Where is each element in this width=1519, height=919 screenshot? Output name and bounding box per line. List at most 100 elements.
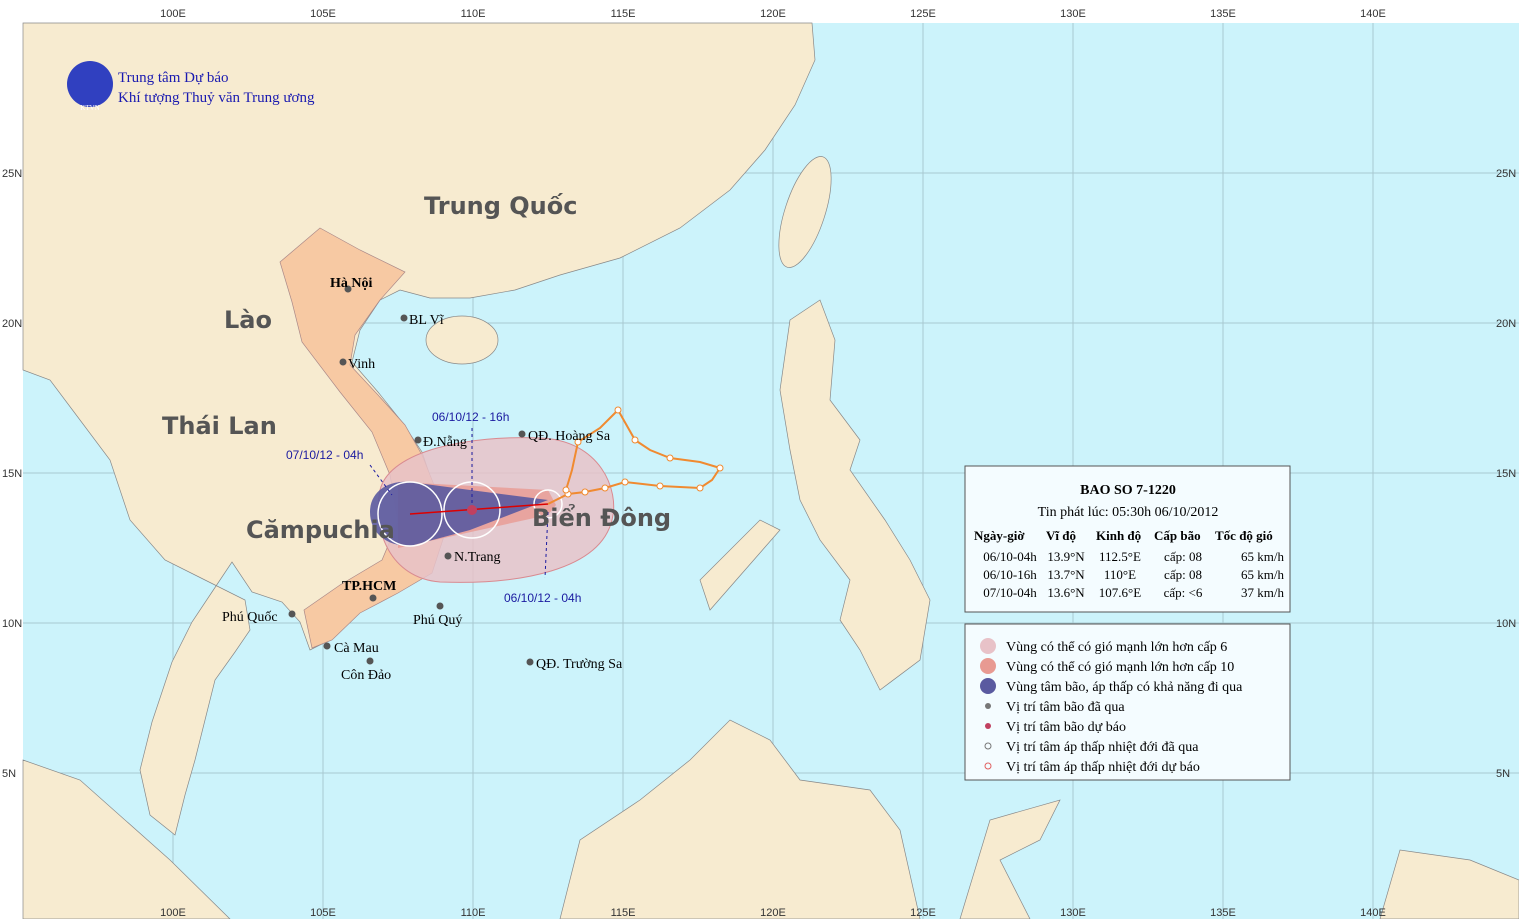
table-cell: 107.6°E bbox=[1099, 585, 1141, 600]
past-point bbox=[574, 438, 582, 446]
region-label: Lào bbox=[224, 306, 272, 334]
place-label: Cà Mau bbox=[334, 641, 379, 656]
past-point bbox=[631, 436, 639, 444]
legend-symbol bbox=[985, 723, 991, 729]
track-label: 06/10/12 - 04h bbox=[504, 591, 581, 605]
place-dot bbox=[344, 285, 352, 293]
lon-label: 105E bbox=[310, 8, 336, 20]
place-label: Phú Quý bbox=[413, 613, 462, 628]
lon-label: 130E bbox=[1060, 8, 1086, 20]
legend-box bbox=[964, 623, 1291, 781]
lat-label: 10N bbox=[2, 618, 22, 630]
table-cell: cấp: <6 bbox=[1164, 585, 1203, 600]
place-dot bbox=[400, 314, 408, 322]
table-header: Tốc độ gió bbox=[1215, 528, 1273, 543]
lon-label: 135E bbox=[1210, 8, 1236, 20]
info-title: BAO SO 7-1220 bbox=[1080, 483, 1176, 498]
place-dot bbox=[444, 552, 452, 560]
place-label: QĐ. Hoàng Sa bbox=[528, 429, 611, 444]
lon-label: 120E bbox=[760, 907, 786, 919]
table-cell: 06/10-04h bbox=[983, 549, 1037, 564]
lon-label: 100E bbox=[160, 8, 186, 20]
lat-label: 10N bbox=[1496, 618, 1516, 630]
table-header: Kinh độ bbox=[1096, 528, 1141, 543]
past-point bbox=[621, 478, 629, 486]
hainan bbox=[425, 315, 499, 365]
legend-label: Vị trí tâm bão đã qua bbox=[1006, 700, 1125, 715]
lon-label: 115E bbox=[611, 907, 636, 919]
logo-text: KTVN bbox=[80, 104, 99, 112]
legend-label: Vùng tâm bão, áp thấp có khả năng đi qua bbox=[1006, 680, 1243, 695]
places: Hà Nội BL Vĩ Vinh Đ.Nẵng QĐ. Hoàng Sa N.Trang… bbox=[222, 276, 623, 683]
lon-label: 105E bbox=[310, 907, 336, 919]
table-cell: 37 km/h bbox=[1241, 585, 1284, 600]
legend: Vùng có thể có gió mạnh lớn hơn cấp 6 Vùn… bbox=[980, 638, 1243, 775]
land-philippines bbox=[699, 299, 931, 691]
region-label: Trung Quốc bbox=[424, 192, 577, 220]
legend-symbol bbox=[984, 742, 992, 750]
table-header: Cấp bão bbox=[1154, 528, 1201, 543]
radius-circle bbox=[377, 481, 443, 547]
table-cell: cấp: 08 bbox=[1164, 567, 1202, 582]
past-point bbox=[614, 406, 622, 414]
lat-label: 5N bbox=[2, 768, 16, 780]
place-label: QĐ. Trường Sa bbox=[536, 657, 623, 672]
label-leader bbox=[369, 464, 393, 496]
table-cell: 65 km/h bbox=[1241, 549, 1284, 564]
lat-label: 15N bbox=[1496, 468, 1516, 480]
land-sumatra bbox=[22, 759, 231, 919]
table-cell: 110°E bbox=[1104, 567, 1136, 582]
lon-label: 100E bbox=[160, 907, 186, 919]
place-label: BL Vĩ bbox=[409, 313, 445, 328]
table-cell: 13.6°N bbox=[1047, 585, 1085, 600]
track-label: 07/10/12 - 04h bbox=[286, 448, 363, 462]
lon-label: 135E bbox=[1210, 907, 1236, 919]
table-cell: 65 km/h bbox=[1241, 567, 1284, 582]
info-table: Ngày-giờ Vĩ độ Kinh độ Cấp bão Tốc độ gió 06/… bbox=[974, 528, 1284, 600]
place-label: TP.HCM bbox=[342, 579, 396, 594]
logo bbox=[67, 61, 113, 107]
past-point bbox=[601, 484, 609, 492]
place-dot bbox=[323, 642, 331, 650]
lat-label: 25N bbox=[2, 168, 22, 180]
place-dot bbox=[518, 430, 526, 438]
past-point bbox=[666, 454, 674, 462]
lat-label: 20N bbox=[1496, 318, 1516, 330]
table-cell: 13.9°N bbox=[1047, 549, 1085, 564]
label-leader bbox=[544, 511, 549, 579]
legend-symbol bbox=[980, 678, 996, 694]
land-newguinea bbox=[1379, 849, 1519, 919]
info-box bbox=[964, 465, 1291, 613]
table-header: Vĩ độ bbox=[1046, 528, 1076, 543]
lon-label: 140E bbox=[1360, 8, 1386, 20]
region-label: Cămpuchia bbox=[246, 516, 395, 544]
table-cell: 07/10-04h bbox=[983, 585, 1037, 600]
table-cell: 13.7°N bbox=[1047, 567, 1085, 582]
place-label: Hà Nội bbox=[330, 276, 373, 291]
org-name: Trung tâm Dự báo bbox=[118, 70, 229, 86]
legend-label: Vùng có thể có gió mạnh lớn hơn cấp 6 bbox=[1006, 640, 1227, 655]
past-point bbox=[696, 484, 704, 492]
legend-label: Vị trí tâm áp thấp nhiệt đới dự báo bbox=[1006, 760, 1200, 775]
past-point bbox=[716, 464, 724, 472]
place-label: Đ.Nẵng bbox=[423, 435, 467, 450]
region-label: Biển Đông bbox=[532, 502, 671, 532]
place-dot bbox=[366, 657, 374, 665]
land-borneo bbox=[559, 719, 921, 919]
land-mainland bbox=[22, 22, 816, 836]
table-header: Ngày-giờ bbox=[974, 528, 1025, 543]
past-points bbox=[562, 406, 724, 498]
table-cell: 06/10-16h bbox=[983, 567, 1037, 582]
lat-label: 15N bbox=[2, 468, 22, 480]
legend-symbol bbox=[985, 703, 991, 709]
legend-label: Vị trí tâm áp thấp nhiệt đới đã qua bbox=[1006, 740, 1199, 755]
lon-label: 110E bbox=[461, 907, 486, 919]
place-dot bbox=[369, 594, 377, 602]
lat-label: 5N bbox=[1496, 768, 1510, 780]
zone-center bbox=[370, 481, 548, 546]
place-dot bbox=[414, 436, 422, 444]
taiwan bbox=[778, 156, 832, 268]
place-dot bbox=[436, 602, 444, 610]
lon-label: 120E bbox=[760, 8, 786, 20]
